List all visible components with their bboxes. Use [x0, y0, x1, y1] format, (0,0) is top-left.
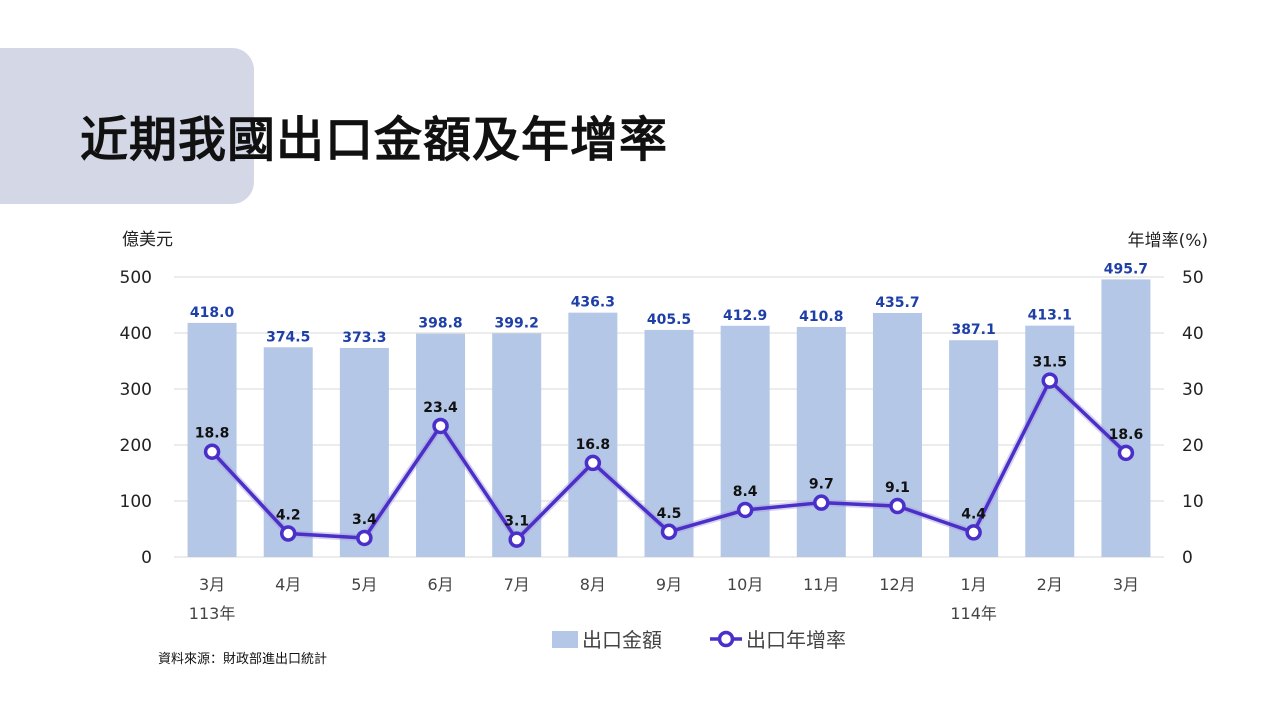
bar-value-label: 410.8: [799, 309, 843, 325]
growth-rate-point: [965, 524, 982, 541]
bar: [872, 313, 922, 557]
legend-line-label: 出口年增率: [746, 628, 846, 652]
y-right-tick-label: 30: [1182, 380, 1204, 400]
bar: [644, 329, 694, 557]
line-value-label: 31.5: [1032, 355, 1067, 371]
bar: [1101, 279, 1151, 557]
growth-rate-point: [279, 525, 297, 542]
x-tick-label: 12月: [879, 575, 915, 594]
bar: [796, 326, 846, 557]
y-left-tick-label: 200: [120, 436, 152, 456]
bar-value-label: 418.0: [190, 305, 235, 321]
y-right-tick-label: 10: [1182, 492, 1204, 512]
y-right-tick-label: 40: [1182, 324, 1204, 344]
bar-value-label: 387.1: [951, 322, 995, 338]
line-value-label: 18.6: [1109, 427, 1144, 443]
x-year-label: 114年: [950, 604, 997, 623]
line-value-label: 9.1: [885, 480, 910, 496]
line-value-label: 3.4: [352, 512, 377, 528]
x-tick-label: 10月: [727, 575, 763, 594]
bar-value-label: 374.5: [266, 329, 310, 345]
y-right-tick-label: 0: [1182, 548, 1193, 568]
line-value-label: 8.4: [733, 484, 758, 500]
title-background: [0, 48, 254, 204]
bar-value-label: 413.1: [1028, 308, 1072, 324]
x-tick-label: 1月: [961, 575, 987, 594]
bar-value-label: 495.7: [1104, 261, 1148, 277]
bar: [720, 325, 770, 557]
legend-line-marker: [717, 630, 735, 648]
bar: [492, 333, 542, 557]
line-value-label: 3.1: [504, 514, 529, 530]
x-tick-label: 11月: [803, 575, 839, 594]
slide-title: 近期我國出口金額及年增率: [80, 112, 669, 168]
growth-rate-point: [889, 497, 906, 515]
line-value-label: 18.8: [195, 426, 230, 442]
growth-rate-point: [1117, 444, 1135, 462]
growth-rate-point: [736, 501, 754, 519]
growth-rate-point: [432, 417, 449, 435]
x-tick-label: 8月: [580, 575, 606, 594]
growth-rate-point: [203, 443, 221, 460]
x-tick-label: 5月: [351, 575, 377, 594]
y-left-tick-label: 500: [120, 268, 152, 288]
growth-rate-point: [356, 529, 373, 547]
line-value-label: 4.5: [657, 506, 682, 522]
y-right-tick-label: 20: [1182, 436, 1204, 456]
line-value-label: 4.4: [961, 506, 986, 522]
y-left-tick-label: 100: [120, 492, 152, 512]
legend-bar-swatch: [552, 631, 578, 648]
y-right-axis-title: 年增率(%): [1128, 231, 1208, 251]
y-right-tick-label: 50: [1182, 268, 1204, 288]
growth-rate-point: [660, 523, 678, 541]
bar: [949, 340, 999, 557]
bar: [416, 333, 466, 557]
line-value-label: 9.7: [809, 477, 834, 493]
y-left-tick-label: 0: [141, 548, 152, 568]
bar-value-label: 435.7: [875, 295, 919, 311]
growth-rate-point: [584, 454, 602, 472]
bar: [339, 347, 389, 557]
y-left-tick-label: 300: [120, 380, 152, 400]
legend-bar-label: 出口金額: [582, 628, 662, 652]
bar-value-label: 399.2: [495, 315, 539, 331]
bar: [263, 347, 313, 557]
source-note: 資料來源：財政部進出口統計: [158, 652, 328, 667]
bar-value-label: 398.8: [418, 316, 462, 332]
y-left-axis-title: 億美元: [122, 230, 173, 250]
y-left-tick-label: 400: [120, 324, 152, 344]
bar: [568, 312, 618, 557]
line-value-label: 16.8: [576, 437, 611, 453]
bar: [1025, 325, 1075, 557]
x-year-label: 113年: [189, 604, 236, 623]
growth-rate-point: [1041, 372, 1059, 389]
x-tick-label: 7月: [504, 575, 530, 594]
line-value-label: 23.4: [423, 400, 458, 416]
x-tick-label: 3月: [199, 575, 225, 594]
x-tick-label: 3月: [1113, 575, 1139, 594]
x-tick-label: 2月: [1037, 575, 1063, 594]
bar-value-label: 412.9: [723, 308, 767, 324]
growth-rate-point: [508, 531, 525, 548]
bar-value-label: 436.3: [571, 295, 615, 311]
x-tick-label: 9月: [656, 575, 682, 594]
line-value-label: 4.2: [276, 507, 301, 523]
x-tick-label: 6月: [427, 575, 453, 594]
growth-rate-point: [813, 494, 830, 511]
x-tick-label: 4月: [275, 575, 301, 594]
bar: [187, 322, 237, 557]
bar-value-label: 373.3: [342, 330, 386, 346]
bar-value-label: 405.5: [647, 312, 691, 328]
